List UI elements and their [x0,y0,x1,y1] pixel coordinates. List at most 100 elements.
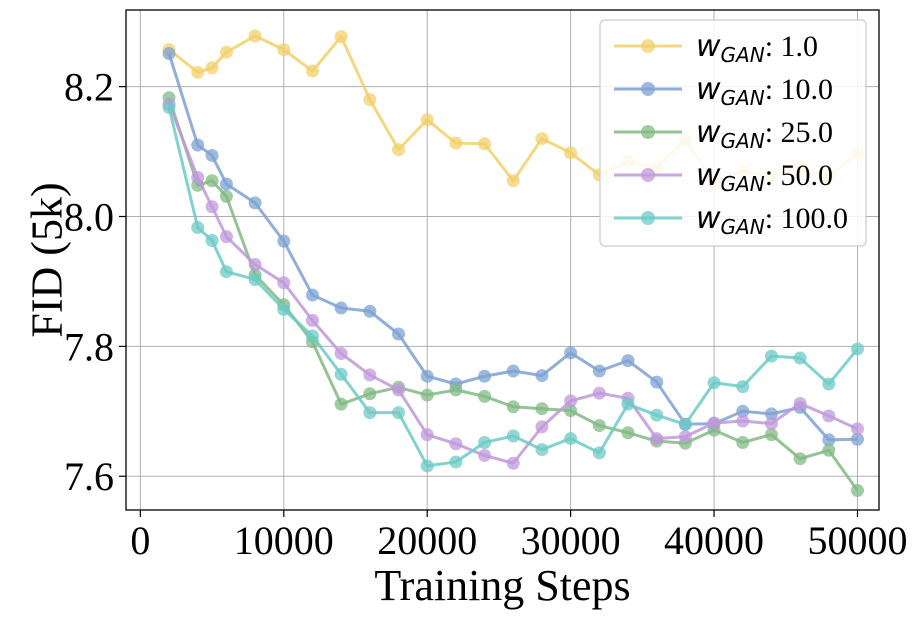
data-point [305,313,319,327]
data-point [478,369,492,383]
data-point [191,171,205,185]
data-point [334,301,348,315]
data-point [822,443,836,457]
data-point [334,30,348,44]
data-point [219,230,233,244]
data-point [506,174,520,188]
data-point [707,376,721,390]
data-point [449,455,463,469]
legend-swatch-marker [641,125,655,139]
y-tick-label: 8.2 [64,65,114,110]
data-point [564,404,578,418]
data-point [219,265,233,279]
data-point [850,484,864,498]
data-point [506,400,520,414]
data-point [564,346,578,360]
x-tick-label: 30000 [521,518,621,563]
y-tick-label: 7.6 [64,454,114,499]
data-point [205,174,219,188]
data-point [592,419,606,433]
data-point [334,347,348,361]
data-point [621,426,635,440]
legend-label: wGAN: 25.0 [696,115,833,153]
data-point [420,459,434,473]
data-point [392,383,406,397]
data-point [277,276,291,290]
data-point [248,29,262,43]
data-point [363,93,377,107]
series-5 [162,100,864,473]
legend-symbol: w [696,29,721,64]
plot-frame [125,9,880,511]
data-point [478,435,492,449]
data-point [707,416,721,430]
data-point [764,417,778,431]
data-point [736,404,750,418]
data-point [850,422,864,436]
data-point [764,349,778,363]
legend-subscript: GAN [721,215,765,239]
legend-symbol: w [696,115,721,150]
data-point [205,234,219,248]
data-point [305,64,319,78]
data-point [535,443,549,457]
data-point [650,432,664,446]
legend-swatch-marker [641,168,655,182]
legend-value: : 25.0 [765,116,833,149]
data-point [736,435,750,449]
data-point [219,45,233,59]
data-point [535,132,549,146]
data-point [191,138,205,152]
data-point [277,43,291,57]
data-point [478,137,492,151]
data-point [592,446,606,460]
data-point [305,329,319,343]
data-point [564,394,578,408]
data-point [392,406,406,420]
data-point [535,420,549,434]
legend-symbol: w [696,201,721,236]
data-point [736,380,750,394]
data-point [219,177,233,191]
legend-subscript: GAN [721,43,765,67]
data-point [535,369,549,383]
data-point [822,409,836,423]
data-point [363,387,377,401]
data-point [592,364,606,378]
legend-swatch-marker [641,82,655,96]
data-point [420,428,434,442]
data-point [248,196,262,210]
data-point [564,146,578,160]
data-point [334,397,348,411]
x-tick-label: 50000 [807,518,907,563]
data-point [191,65,205,79]
data-point [478,389,492,403]
data-point [305,288,319,302]
x-tick-label: 10000 [234,518,334,563]
data-point [506,364,520,378]
legend-value: : 100.0 [765,202,848,235]
data-point [449,437,463,451]
legend-value: : 1.0 [765,30,818,63]
data-point [420,113,434,127]
data-point [793,351,807,365]
legend-label: wGAN: 10.0 [696,72,833,110]
data-point [793,452,807,466]
data-point [621,354,635,368]
data-point [205,61,219,75]
data-point [592,386,606,400]
data-point [650,408,664,422]
x-tick-label: 40000 [664,518,764,563]
legend-label: wGAN: 1.0 [696,29,818,67]
data-point [162,100,176,114]
data-point [764,407,778,421]
data-point [506,429,520,443]
legend-label: wGAN: 50.0 [696,158,833,196]
data-point [478,448,492,462]
data-point [822,377,836,391]
data-point [564,432,578,446]
data-point [850,342,864,356]
data-point [392,143,406,157]
data-point [363,304,377,318]
